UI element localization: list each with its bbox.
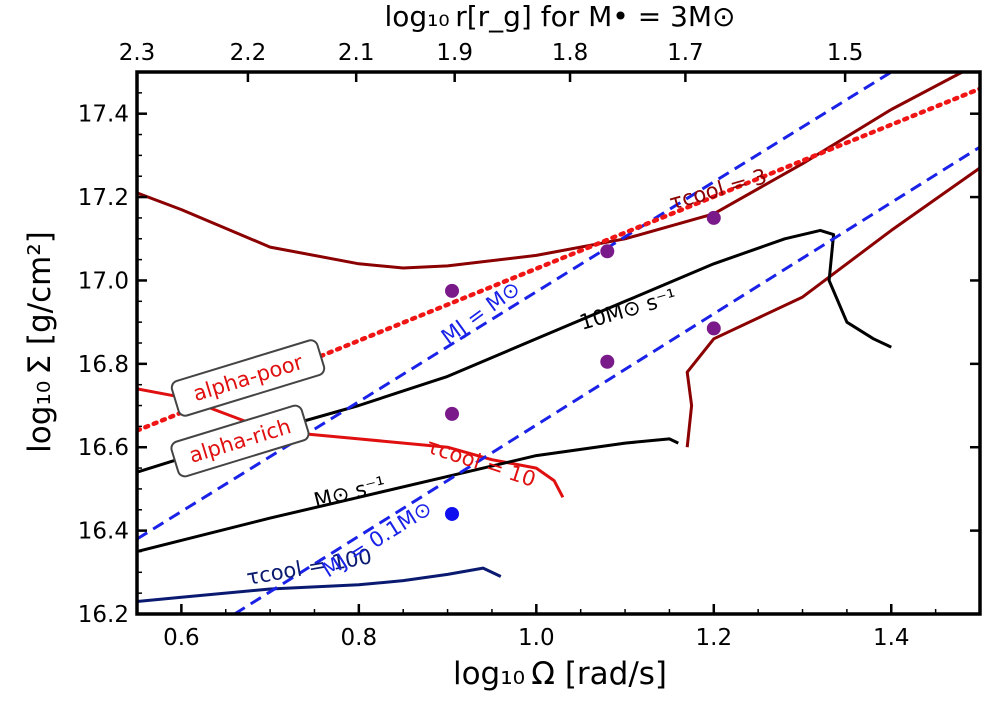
alpha-poor-box-border bbox=[170, 339, 326, 417]
x-axis-label: log₁₀ Ω [rad/s] bbox=[453, 656, 667, 692]
x-tick-label: 1.2 bbox=[696, 625, 733, 651]
annotation-mdot-10: 10M⊙ s⁻¹ bbox=[577, 284, 679, 335]
x-tick-label: 1.0 bbox=[518, 625, 555, 651]
y-tick-label: 17.4 bbox=[78, 102, 129, 128]
annotation-mdot-1: M⊙ s⁻¹ bbox=[311, 472, 387, 513]
y-tick-label: 16.2 bbox=[78, 602, 129, 628]
y-tick-label: 17.0 bbox=[78, 268, 129, 294]
data-point-5 bbox=[706, 210, 721, 225]
annotation-tau-cool-10: τcool = 10 bbox=[423, 434, 538, 492]
data-point-2 bbox=[445, 506, 460, 521]
series-layer bbox=[137, 72, 980, 614]
alpha-rich-box-border bbox=[170, 404, 310, 478]
alpha-rich-box: alpha-rich bbox=[170, 404, 310, 478]
x-tick-label: 1.4 bbox=[873, 625, 910, 651]
series-line-7 bbox=[233, 145, 980, 614]
y-tick-label: 16.6 bbox=[78, 435, 129, 461]
top-tick-label: 2.2 bbox=[230, 40, 267, 66]
top-tick-label: 1.9 bbox=[436, 40, 473, 66]
x-tick-label: 0.8 bbox=[341, 625, 378, 651]
y-tick-label: 17.2 bbox=[78, 185, 129, 211]
alpha-poor-box: alpha-poor bbox=[170, 339, 326, 417]
y-tick-label: 16.4 bbox=[78, 519, 129, 545]
top-tick-label: 1.5 bbox=[827, 40, 864, 66]
y-axis-label: log₁₀ Σ [g/cm²] bbox=[22, 231, 58, 453]
series-line-5 bbox=[137, 437, 679, 553]
data-point-4 bbox=[600, 354, 615, 369]
series-line-0 bbox=[137, 72, 964, 270]
data-point-0 bbox=[445, 283, 460, 298]
data-point-6 bbox=[706, 321, 721, 336]
data-point-1 bbox=[445, 406, 460, 421]
series-line-4 bbox=[137, 228, 892, 474]
series-line-6 bbox=[137, 72, 893, 541]
series-line-1 bbox=[685, 166, 980, 448]
series-line-3 bbox=[137, 566, 502, 603]
x-tick-label: 0.6 bbox=[163, 625, 200, 651]
annotation-tau-cool-3: τcool = 3 bbox=[667, 164, 770, 215]
top-tick-label: 1.8 bbox=[552, 40, 589, 66]
y-tick-label: 16.8 bbox=[78, 352, 129, 378]
plot-frame bbox=[135, 70, 982, 616]
data-point-3 bbox=[600, 244, 615, 259]
top-tick-label: 2.3 bbox=[119, 40, 156, 66]
top-axis-label: log₁₀ r[r_g] for M• = 3M⊙ bbox=[384, 0, 735, 33]
annotation-mj-0-1msun: MJ = 0.1M⊙ bbox=[318, 496, 436, 582]
top-tick-label: 1.7 bbox=[667, 40, 704, 66]
points-layer bbox=[445, 210, 721, 521]
axes-layer: 0.6 0.8 1.0 1.2 1.4 16.2 16.4 16.6 16.8 17.0 17.2 1… bbox=[78, 40, 982, 651]
top-tick-label: 2.1 bbox=[338, 40, 375, 66]
